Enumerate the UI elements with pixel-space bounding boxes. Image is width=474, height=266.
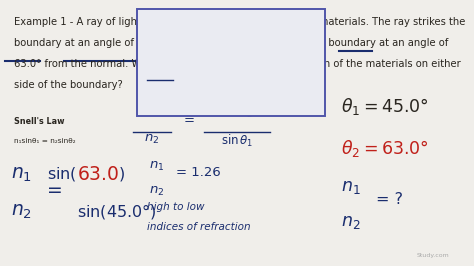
FancyBboxPatch shape (137, 9, 325, 116)
Text: $\theta_2 = 63.0°$: $\theta_2 = 63.0°$ (341, 138, 429, 159)
Text: = ?: = ? (376, 192, 403, 206)
Text: $n_{\rm 1}$: $n_{\rm 1}$ (144, 104, 159, 117)
Text: $\sin\theta_{\rm 2}$: $\sin\theta_{\rm 2}$ (221, 104, 253, 120)
Text: Snell's Law: Snell's Law (14, 117, 65, 126)
Text: boundary at an angle of 45.0° from the normal and leaves the boundary at an angl: boundary at an angle of 45.0° from the n… (14, 38, 448, 48)
Text: indices of refraction: indices of refraction (147, 222, 251, 232)
Text: $n_1$: $n_1$ (341, 178, 361, 196)
Text: n₁sinθ₁ = n₂sinθ₂: n₁sinθ₁ = n₂sinθ₂ (14, 138, 76, 144)
Text: =: = (46, 181, 63, 200)
Text: $n_2$: $n_2$ (341, 213, 361, 231)
Text: 63.0° from the normal. What is the ratio of indices of refraction of the materia: 63.0° from the normal. What is the ratio… (14, 59, 461, 69)
Text: = 1.26: = 1.26 (176, 166, 221, 179)
Text: Study.com: Study.com (417, 253, 450, 258)
Text: $n_{\rm 1}$: $n_{\rm 1}$ (11, 165, 32, 184)
Text: $\rm sin(45.0°)$: $\rm sin(45.0°)$ (77, 202, 157, 221)
Text: $\theta_1 = 45.0°$: $\theta_1 = 45.0°$ (341, 96, 429, 117)
Text: Example 1 - A ray of light is traveling between two unknown materials. The ray s: Example 1 - A ray of light is traveling … (14, 17, 465, 27)
Text: $\rm sin($: $\rm sin($ (47, 165, 77, 183)
Text: $\rm )$: $\rm )$ (118, 165, 125, 183)
Text: $n_{\rm 2}$: $n_{\rm 2}$ (11, 202, 32, 221)
Text: $\rm 63.0$: $\rm 63.0$ (77, 165, 120, 184)
Text: $\sin\theta_{\rm 1}$: $\sin\theta_{\rm 1}$ (221, 133, 253, 149)
Text: $n_{\rm 2}$: $n_{\rm 2}$ (144, 133, 159, 146)
Text: $n_{\rm 2}$: $n_{\rm 2}$ (149, 185, 164, 198)
Text: high to low: high to low (147, 202, 204, 212)
Text: =: = (184, 114, 195, 127)
Text: $n_{\rm 1}$: $n_{\rm 1}$ (149, 160, 164, 173)
Text: side of the boundary?: side of the boundary? (14, 80, 123, 90)
